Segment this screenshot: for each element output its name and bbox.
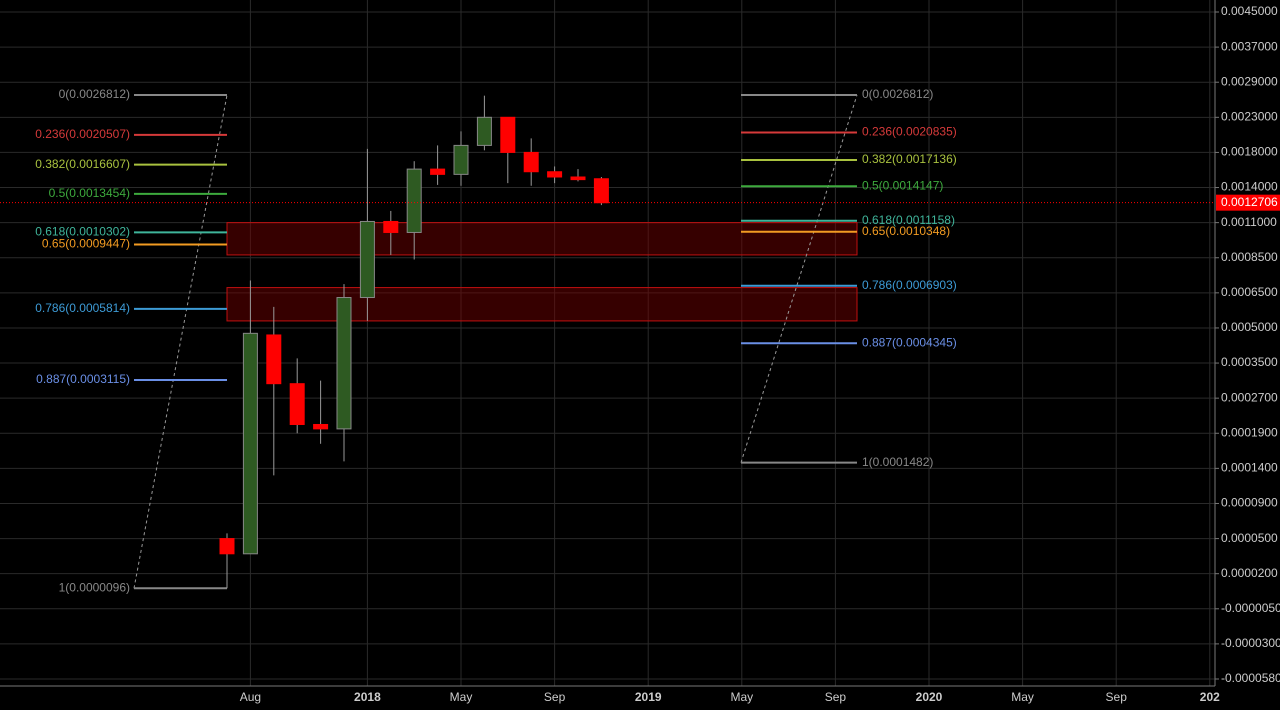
last-price-box xyxy=(1216,194,1280,211)
candle-body xyxy=(500,116,516,153)
candle-body xyxy=(547,171,563,178)
fib-label: 0.236(0.0020507) xyxy=(35,127,130,141)
x-tick-label: May xyxy=(1011,690,1034,704)
fib-label: 1(0.0000096) xyxy=(59,580,130,594)
x-tick-label: Sep xyxy=(544,690,566,704)
candle-body xyxy=(476,116,492,146)
candle-body xyxy=(593,178,609,204)
fib-label: 0(0.0026812) xyxy=(862,87,933,101)
last-price-label: 0.0012706 xyxy=(1221,195,1278,209)
y-tick-label: 0.0000500 xyxy=(1221,531,1278,545)
fib-label: 0.5(0.0013454) xyxy=(49,186,130,200)
fib-label: 0.786(0.0005814) xyxy=(35,301,130,315)
y-tick-label: 0.0037000 xyxy=(1221,39,1278,53)
y-tick-label: 0.0002700 xyxy=(1221,390,1278,404)
fib-label: 0.887(0.0004345) xyxy=(862,335,957,349)
x-tick-label: 202 xyxy=(1200,690,1220,704)
fib-label: 1(0.0001482) xyxy=(862,455,933,469)
x-tick-label: May xyxy=(450,690,473,704)
y-tick-label: 0.0003500 xyxy=(1221,355,1278,369)
fib-label: 0.382(0.0017136) xyxy=(862,152,957,166)
fib-label: 0.786(0.0006903) xyxy=(862,278,957,292)
fib-label: 0.65(0.0009447) xyxy=(42,237,130,251)
y-tick-label: -0.0000300 xyxy=(1221,636,1280,650)
candle-body xyxy=(289,383,305,425)
candle-body xyxy=(406,168,422,233)
candle-body xyxy=(219,538,235,555)
candle-body xyxy=(359,220,375,299)
x-tick-label: 2020 xyxy=(916,690,943,704)
y-tick-label: 0.0018000 xyxy=(1221,145,1278,159)
candle-body xyxy=(570,176,586,181)
fib-label: 0.65(0.0010348) xyxy=(862,224,950,238)
candle-body xyxy=(383,220,399,233)
fib-label: 0(0.0026812) xyxy=(59,87,130,101)
zone xyxy=(226,222,858,256)
y-tick-label: 0.0023000 xyxy=(1221,109,1278,123)
candle-body xyxy=(453,144,469,175)
x-tick-label: Sep xyxy=(825,690,847,704)
x-tick-label: 2019 xyxy=(635,690,662,704)
y-tick-label: 0.0001400 xyxy=(1221,461,1278,475)
y-tick-label: 0.0005000 xyxy=(1221,320,1278,334)
zone xyxy=(226,287,858,322)
x-tick-label: May xyxy=(730,690,753,704)
x-tick-label: 2018 xyxy=(354,690,381,704)
candle-body xyxy=(430,168,446,175)
y-tick-label: -0.0000580 xyxy=(1221,671,1280,685)
fib-label: 0.618(0.0010302) xyxy=(35,225,130,239)
y-tick-label: -0.0000050 xyxy=(1221,601,1280,615)
y-tick-label: 0.0014000 xyxy=(1221,180,1278,194)
fib-label: 0.5(0.0014147) xyxy=(862,178,943,192)
y-tick-label: 0.0000900 xyxy=(1221,496,1278,510)
candle-body xyxy=(523,151,539,173)
y-tick-label: 0.0000200 xyxy=(1221,566,1278,580)
x-tick-label: Aug xyxy=(240,690,261,704)
candle-body xyxy=(336,297,352,430)
fib-label: 0.382(0.0016607) xyxy=(35,157,130,171)
y-tick-label: 0.0001900 xyxy=(1221,425,1278,439)
y-tick-label: 0.0006500 xyxy=(1221,285,1278,299)
candle-body xyxy=(242,332,258,555)
candle-body xyxy=(266,334,282,385)
fib-label: 0.618(0.0011158) xyxy=(862,213,955,227)
candle-body xyxy=(313,423,329,430)
y-tick-label: 0.0045000 xyxy=(1221,4,1278,18)
y-tick-label: 0.0029000 xyxy=(1221,74,1278,88)
fib-trend xyxy=(740,94,858,463)
y-tick-label: 0.0008500 xyxy=(1221,250,1278,264)
y-tick-label: 0.0011000 xyxy=(1221,215,1277,229)
x-tick-label: Sep xyxy=(1106,690,1128,704)
fib-label: 0.887(0.0003115) xyxy=(36,372,130,386)
fib-label: 0.236(0.0020835) xyxy=(862,125,957,139)
